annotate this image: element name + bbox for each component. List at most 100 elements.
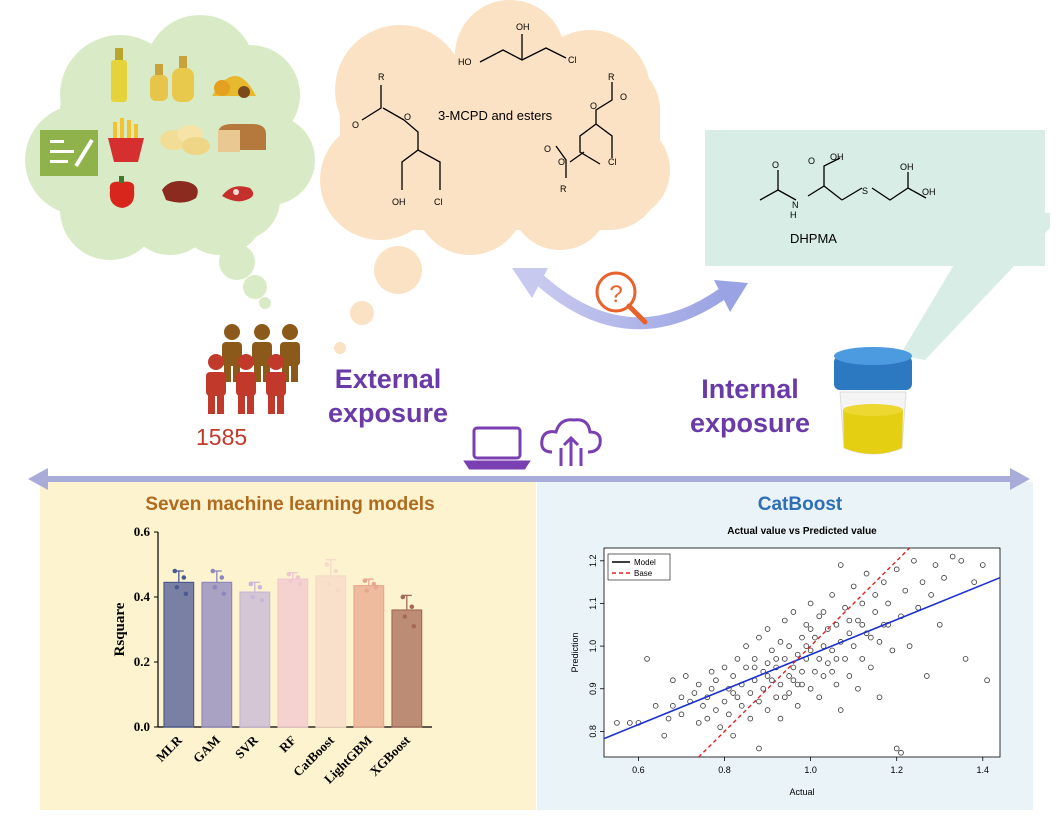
scatter-point: [807, 600, 814, 607]
data-point: [172, 568, 178, 574]
data-point: [326, 581, 332, 587]
scatter-point: [889, 647, 896, 654]
data-point: [335, 588, 341, 593]
y-tick-label: 1.2: [588, 555, 598, 568]
svg-text:Cl: Cl: [568, 55, 577, 65]
external-exposure-label: External exposure: [327, 364, 449, 428]
y-tick-label: 0.8: [588, 725, 598, 738]
svg-text:O: O: [808, 156, 815, 166]
svg-text:O: O: [620, 92, 627, 102]
mcpd-thought-cloud: [320, 0, 670, 354]
scatter-point: [842, 604, 848, 611]
scatter-point: [738, 703, 745, 709]
scatter-point: [979, 562, 986, 568]
x-tick-label: 0.6: [632, 765, 645, 775]
scatter-point: [962, 656, 969, 662]
timeline-arrow: [28, 468, 1030, 490]
x-tick-label: 1.0: [804, 765, 817, 775]
bar: [391, 609, 423, 728]
scatter-point: [786, 673, 792, 679]
chips-icon: [160, 125, 210, 155]
mcpd-label: 3-MCPD and esters: [438, 108, 553, 123]
people-icon: [206, 324, 300, 414]
data-point: [362, 578, 368, 584]
scatter-point: [949, 553, 956, 560]
scatter-point: [820, 643, 827, 649]
scatter-point: [893, 566, 900, 573]
dhpma-molecule-labels: O NH O OH S OH OH: [772, 152, 936, 220]
scatter-point: [958, 557, 965, 564]
scatter-point: [820, 609, 827, 615]
svg-text:O: O: [772, 160, 779, 170]
scatter-point: [902, 587, 909, 594]
svg-text:O: O: [404, 112, 411, 122]
scatter-point: [984, 677, 990, 684]
svg-text:R: R: [608, 72, 615, 82]
scatter-point: [670, 703, 676, 709]
data-point: [333, 568, 339, 574]
scatter-point: [704, 715, 711, 722]
cloud-upload-icon: [540, 418, 602, 466]
bar: [277, 578, 309, 728]
scatter-point: [726, 711, 732, 718]
svg-text:R: R: [560, 184, 567, 194]
scatter-point: [816, 694, 823, 701]
scatter-point: [721, 664, 728, 671]
magnifier-question-icon: ?: [595, 271, 648, 325]
svg-text:S: S: [862, 186, 868, 196]
scatter-point: [872, 609, 878, 615]
internal-exposure-label: Internal exposure: [689, 374, 811, 438]
scatter-point: [829, 668, 835, 675]
scatter-point: [786, 643, 792, 649]
scatter-point: [730, 732, 736, 739]
scatter-point: [794, 703, 801, 709]
scatter-point: [700, 703, 706, 709]
scatter-point: [846, 617, 853, 624]
scatter-point: [859, 600, 866, 607]
scatter-point: [678, 711, 685, 718]
svg-text:Cl: Cl: [434, 197, 443, 207]
legend-box: [607, 553, 671, 581]
scatter-point: [678, 694, 685, 701]
y-tick-label: 0.6: [134, 524, 151, 539]
svg-text:O: O: [558, 157, 565, 167]
bread-icon: [218, 124, 266, 152]
svg-text:O: O: [544, 144, 551, 154]
scatter-point: [777, 715, 784, 722]
scatter-point: [695, 681, 702, 688]
svg-text:OH: OH: [900, 162, 914, 172]
data-point: [257, 584, 263, 590]
scatter-point: [730, 690, 736, 696]
bar: [315, 575, 347, 728]
svg-text:OH: OH: [830, 152, 844, 162]
scatter-point: [833, 621, 840, 628]
scatter-point: [812, 634, 818, 641]
bar: [239, 591, 271, 728]
urine-cup-icon: [834, 347, 912, 455]
svg-text:OH: OH: [922, 187, 936, 197]
scatter-point: [773, 656, 779, 662]
scatter-point: [794, 651, 801, 658]
svg-text:N: N: [792, 200, 799, 210]
scatter-point: [833, 681, 840, 688]
scatter-point: [803, 643, 810, 649]
data-point: [364, 588, 370, 593]
catboost-panel-title: CatBoost: [757, 494, 843, 515]
scatter-point: [790, 677, 797, 684]
scatter-point: [807, 626, 814, 632]
scatter-point: [799, 668, 805, 675]
scatter-point: [764, 673, 771, 679]
scatter-point: [807, 685, 814, 692]
svg-text:Cl: Cl: [608, 157, 617, 167]
scatter-point: [837, 707, 844, 713]
scatter-point: [691, 690, 698, 696]
scatter-point: [769, 677, 775, 684]
scatter-point: [708, 685, 715, 692]
legend-model-label: Model: [634, 558, 656, 567]
y-tick-label: 1.0: [588, 640, 598, 653]
relationship-arrow: [512, 268, 748, 330]
data-point: [250, 594, 256, 600]
scatter-point: [734, 694, 741, 701]
scatter-point: [790, 664, 797, 671]
data-point: [400, 594, 406, 600]
